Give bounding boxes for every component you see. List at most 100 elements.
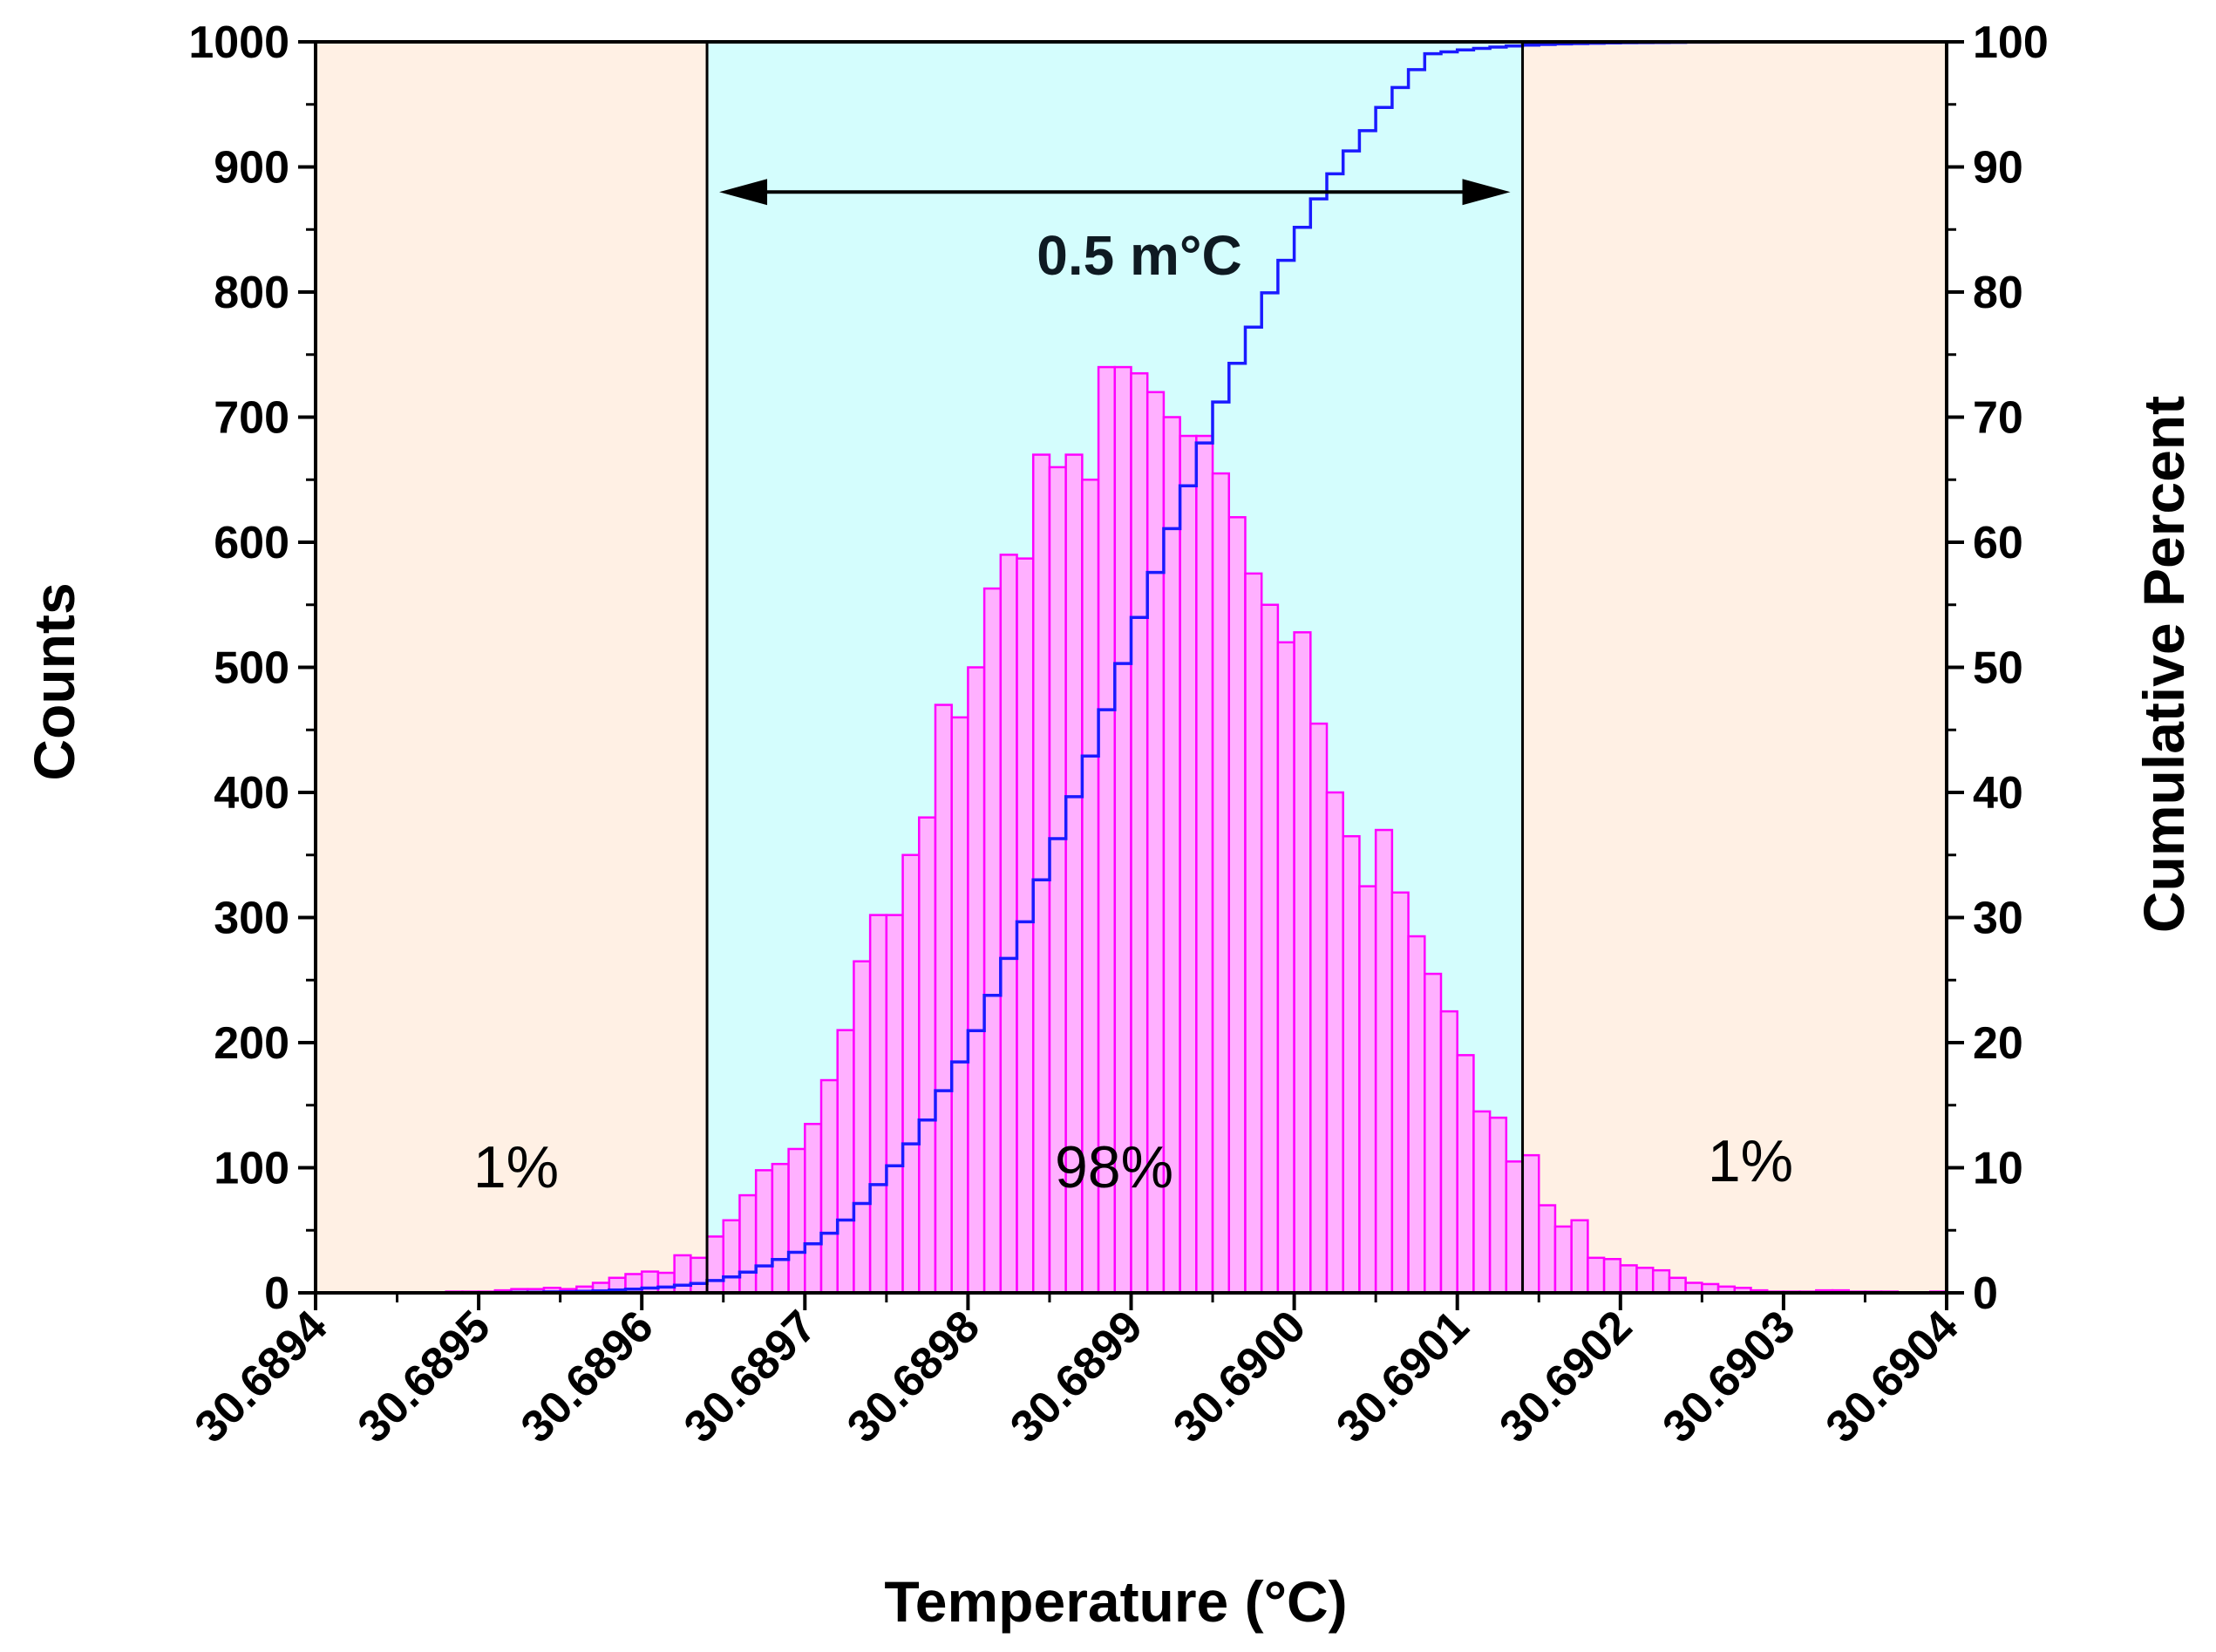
histogram-bar bbox=[1668, 1276, 1687, 1295]
histogram-bar bbox=[868, 914, 888, 1295]
histogram-bar bbox=[1244, 572, 1263, 1295]
histogram-bar bbox=[1195, 434, 1214, 1295]
y2-tick-label: 0 bbox=[1973, 1268, 1998, 1319]
y2-axis-title: Cumulative Percent bbox=[2131, 396, 2196, 933]
histogram-bar bbox=[640, 1270, 660, 1295]
region-upper bbox=[1522, 42, 1947, 1293]
x-tick-label: 30.6900 bbox=[1164, 1301, 1315, 1452]
x-tick-label: 30.6903 bbox=[1653, 1301, 1805, 1452]
histogram-bar bbox=[1179, 434, 1198, 1295]
histogram-bar bbox=[885, 914, 904, 1295]
region-label-upper: 1% bbox=[1708, 1128, 1793, 1194]
y-tick-label: 0 bbox=[264, 1268, 289, 1319]
histogram-bar bbox=[982, 587, 1003, 1295]
y2-tick-label: 30 bbox=[1973, 894, 2023, 944]
histogram-bar bbox=[1602, 1258, 1622, 1295]
span-label: 0.5 m°C bbox=[1037, 224, 1241, 287]
histogram-bar bbox=[1424, 972, 1443, 1295]
histogram-bar bbox=[1472, 1110, 1492, 1295]
x-tick-label: 30.6894 bbox=[186, 1301, 337, 1452]
histogram-bar bbox=[1325, 791, 1344, 1295]
histogram-bar bbox=[690, 1256, 709, 1295]
y-tick-label: 800 bbox=[214, 268, 289, 318]
x-tick-label: 30.6902 bbox=[1490, 1301, 1642, 1452]
histogram-bar bbox=[1016, 557, 1035, 1295]
x-tick-label: 30.6895 bbox=[349, 1301, 500, 1452]
histogram-bar bbox=[1456, 1054, 1475, 1295]
histogram-bar bbox=[1538, 1204, 1557, 1295]
y-tick-label: 300 bbox=[214, 894, 289, 944]
x-tick-label: 30.6899 bbox=[1001, 1301, 1152, 1452]
histogram-bar bbox=[967, 666, 986, 1295]
x-tick-label: 30.6898 bbox=[838, 1301, 989, 1452]
histogram-bar bbox=[1342, 834, 1361, 1295]
y2-tick-label: 20 bbox=[1973, 1018, 2023, 1069]
histogram-bar bbox=[1553, 1225, 1573, 1295]
y-tick-label: 600 bbox=[214, 518, 289, 568]
histogram-bar bbox=[999, 554, 1018, 1295]
x-tick-label: 30.6901 bbox=[1327, 1301, 1478, 1452]
annotation-arrowhead-right bbox=[1462, 179, 1511, 206]
histogram-bar bbox=[1619, 1264, 1638, 1295]
y-tick-label: 400 bbox=[214, 768, 289, 819]
histogram-bar bbox=[950, 716, 969, 1295]
y2-tick-label: 90 bbox=[1973, 143, 2023, 194]
histogram-bar bbox=[1439, 1010, 1458, 1295]
histogram-bar bbox=[836, 1029, 855, 1295]
histogram-bar bbox=[705, 1235, 724, 1295]
y2-tick-label: 70 bbox=[1973, 393, 2023, 444]
histogram-bar bbox=[819, 1078, 839, 1295]
x-tick-label: 30.6904 bbox=[1817, 1301, 1968, 1452]
histogram-bar bbox=[1260, 603, 1280, 1295]
region-label-central: 98% bbox=[1055, 1134, 1173, 1200]
histogram-bar bbox=[656, 1271, 676, 1295]
histogram-bar bbox=[1635, 1267, 1655, 1295]
x-tick-label: 30.6897 bbox=[675, 1301, 826, 1452]
histogram-bar bbox=[1358, 885, 1377, 1295]
histogram-bar bbox=[1505, 1160, 1524, 1295]
y2-tick-label: 60 bbox=[1973, 518, 2023, 568]
histogram-bar bbox=[1651, 1268, 1671, 1295]
histogram-bar bbox=[804, 1123, 823, 1295]
histogram-bar bbox=[1227, 516, 1247, 1295]
x-tick-label: 30.6896 bbox=[512, 1301, 663, 1452]
y2-tick-label: 40 bbox=[1973, 768, 2023, 819]
x-axis-title: Temperature (°C) bbox=[884, 1569, 1347, 1634]
y-tick-label: 1000 bbox=[188, 17, 289, 68]
histogram-bar bbox=[1521, 1153, 1540, 1295]
histogram-bar bbox=[1407, 935, 1426, 1295]
histogram-bar bbox=[738, 1193, 758, 1295]
histogram-bar bbox=[901, 853, 921, 1295]
y2-tick-label: 100 bbox=[1973, 17, 2049, 68]
histogram-bar bbox=[1211, 472, 1231, 1295]
region-dividers bbox=[705, 42, 1525, 1293]
y-tick-label: 700 bbox=[214, 393, 289, 444]
histogram-bar bbox=[853, 960, 872, 1295]
histogram-bar bbox=[1374, 828, 1394, 1295]
histogram-bar bbox=[934, 704, 953, 1295]
region-lower bbox=[316, 42, 708, 1293]
y-tick-label: 900 bbox=[214, 143, 289, 194]
histogram-bar bbox=[1276, 641, 1295, 1295]
y2-tick-label: 50 bbox=[1973, 643, 2023, 694]
histogram-bar bbox=[787, 1147, 806, 1295]
annotation-arrowhead-left bbox=[719, 179, 768, 206]
histogram-bar bbox=[771, 1162, 790, 1295]
histogram-bar bbox=[1293, 631, 1312, 1295]
histogram-bar bbox=[1390, 891, 1410, 1295]
histogram-bar bbox=[1587, 1256, 1606, 1295]
region-label-lower: 1% bbox=[473, 1134, 559, 1200]
histogram-bar bbox=[1570, 1219, 1589, 1295]
y-tick-label: 100 bbox=[214, 1144, 289, 1194]
histogram-bar bbox=[1488, 1116, 1508, 1295]
y-tick-label: 500 bbox=[214, 643, 289, 694]
histogram-bar bbox=[673, 1254, 692, 1295]
y-tick-label: 200 bbox=[214, 1018, 289, 1069]
y2-tick-label: 80 bbox=[1973, 268, 2023, 318]
histogram-bar bbox=[1309, 722, 1329, 1295]
y-axis-title: Counts bbox=[22, 582, 86, 780]
width-annotation bbox=[719, 179, 1511, 206]
histogram-bar bbox=[722, 1219, 741, 1295]
y2-tick-label: 10 bbox=[1973, 1144, 2023, 1194]
